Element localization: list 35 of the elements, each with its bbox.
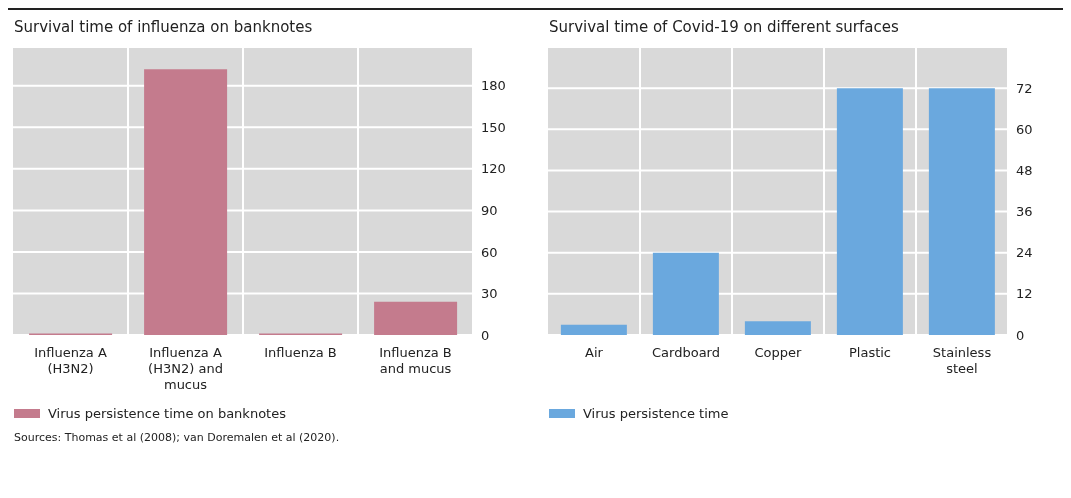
y-tick-label: 24	[1016, 245, 1033, 261]
x-tick-label: Air	[585, 345, 604, 360]
y-tick-label: 12	[1016, 286, 1033, 302]
chart-title: Survival time of influenza on banknotes	[14, 18, 314, 36]
y-tick-label: 36	[1016, 204, 1033, 220]
x-tick-label: Copper	[754, 345, 803, 360]
bar	[744, 321, 811, 335]
y-tick-label: 48	[1016, 163, 1033, 179]
source-note: Sources: Thomas et al (2008); van Doremalen et al (2020).	[14, 431, 341, 444]
bar	[144, 69, 228, 335]
bar	[560, 324, 627, 335]
y-tick-label: 72	[1016, 80, 1033, 96]
y-tick-label: 150	[481, 119, 506, 135]
bar	[836, 88, 903, 335]
chart-title: Survival time of Covid-19 on different surfaces	[549, 18, 900, 36]
bar	[928, 88, 995, 335]
x-tick-label: Stainless steel	[932, 345, 992, 376]
y-tick-label: 60	[481, 244, 498, 260]
y-tick-label: 0	[481, 327, 490, 343]
y-tick-label: 0	[1016, 327, 1025, 343]
y-tick-label: 60	[1016, 121, 1033, 137]
x-tick-label: Plastic	[848, 345, 892, 360]
x-tick-label: Influenza B and mucus	[379, 345, 452, 376]
x-tick-label: Influenza B	[264, 345, 337, 360]
bar	[374, 301, 458, 335]
y-tick-label: 30	[481, 286, 498, 302]
y-tick-label: 90	[481, 203, 498, 218]
x-tick-label: Influenza A (H3N2) and mucus	[148, 345, 223, 392]
legend-label: Virus persistence time	[583, 406, 729, 421]
y-tick-label: 180	[481, 78, 506, 94]
x-tick-label: Influenza A (H3N2)	[34, 345, 107, 376]
y-tick-label: 120	[481, 161, 506, 177]
x-tick-label: Cardboard	[652, 345, 720, 360]
bar	[652, 252, 719, 335]
legend-label: Virus persistence time on banknotes	[48, 406, 286, 421]
